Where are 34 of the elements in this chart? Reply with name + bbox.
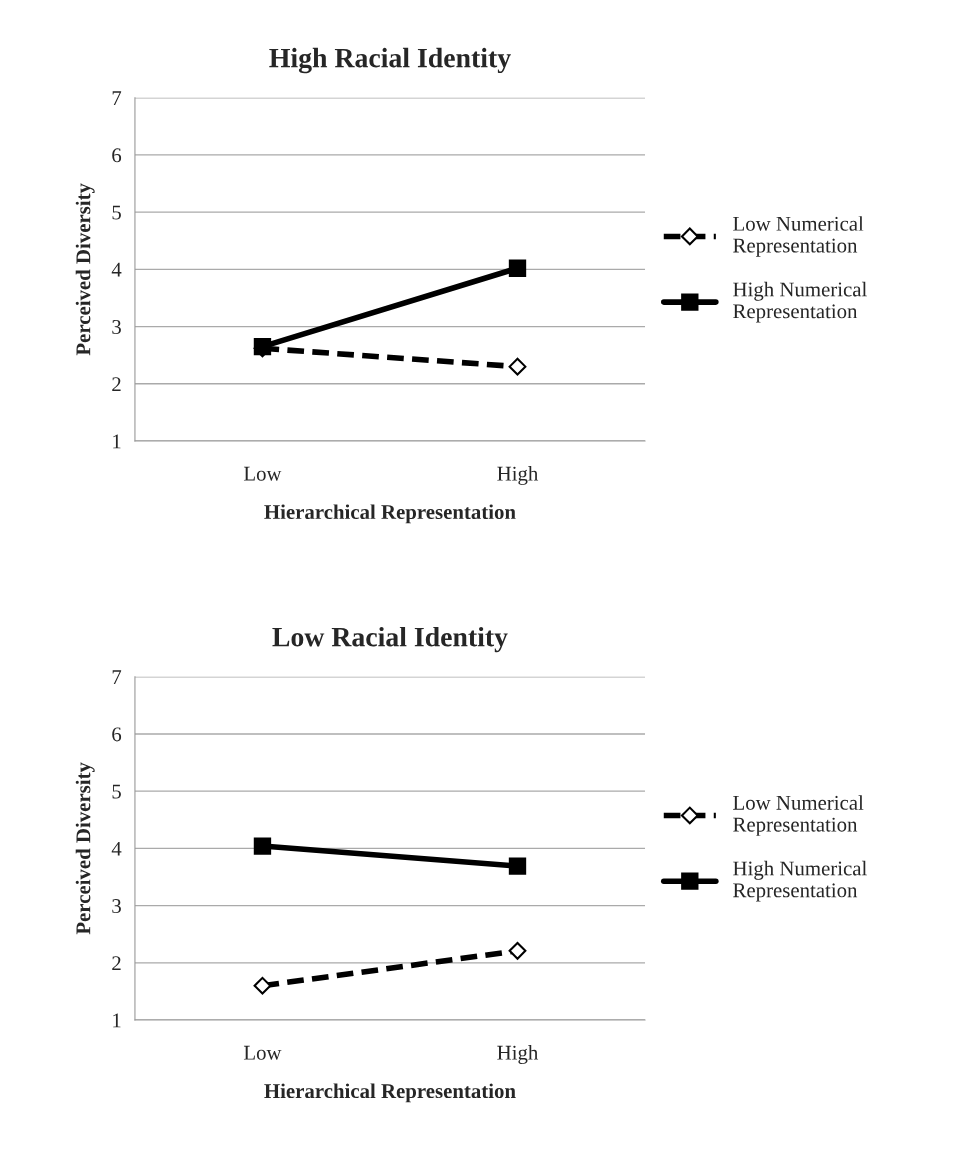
y-tick-label: 7: [112, 670, 122, 684]
y-axis-title: Perceived Diversity: [75, 762, 95, 935]
x-tick-label: Low: [243, 1045, 282, 1060]
y-tick-label: 3: [112, 320, 121, 334]
y-tick-label: 4: [111, 841, 122, 856]
point: [508, 857, 527, 875]
x-axis-title: Hierarchical Representation: [264, 504, 516, 524]
y-tick-label: 3: [112, 899, 121, 914]
y-axis-title: Perceived Diversity: [75, 183, 95, 356]
y-tick-label: 5: [112, 205, 121, 220]
legend-label: High Numerical Representation: [733, 281, 867, 323]
x-tick-label: High: [497, 1045, 539, 1065]
y-tick-label: 6: [112, 727, 122, 742]
legend-label: Low Numerical Representation: [733, 216, 864, 257]
y-tick-label: 2: [112, 377, 121, 392]
y-tick-label: 1: [113, 434, 121, 449]
y-tick-label: 2: [112, 956, 121, 971]
point: [253, 837, 272, 855]
point: [508, 259, 527, 277]
y-tick-label: 5: [112, 784, 121, 799]
chart-title: Low Racial Identity: [272, 626, 508, 653]
legend-label: Low Numerical Representation: [733, 795, 864, 836]
point: [253, 976, 272, 995]
y-tick-label: 1: [113, 1013, 121, 1028]
legend-label: High Numerical Representation: [733, 860, 867, 902]
x-tick-label: High: [497, 466, 539, 485]
chart-title: High Racial Identity: [269, 47, 511, 74]
point: [508, 941, 527, 960]
y-tick-label: 4: [111, 262, 122, 277]
x-axis-title: Hierarchical Representation: [264, 1083, 516, 1103]
x-tick-label: Low: [243, 466, 282, 481]
y-tick-label: 6: [112, 148, 122, 163]
point: [508, 357, 527, 376]
y-tick-label: 7: [112, 91, 122, 105]
